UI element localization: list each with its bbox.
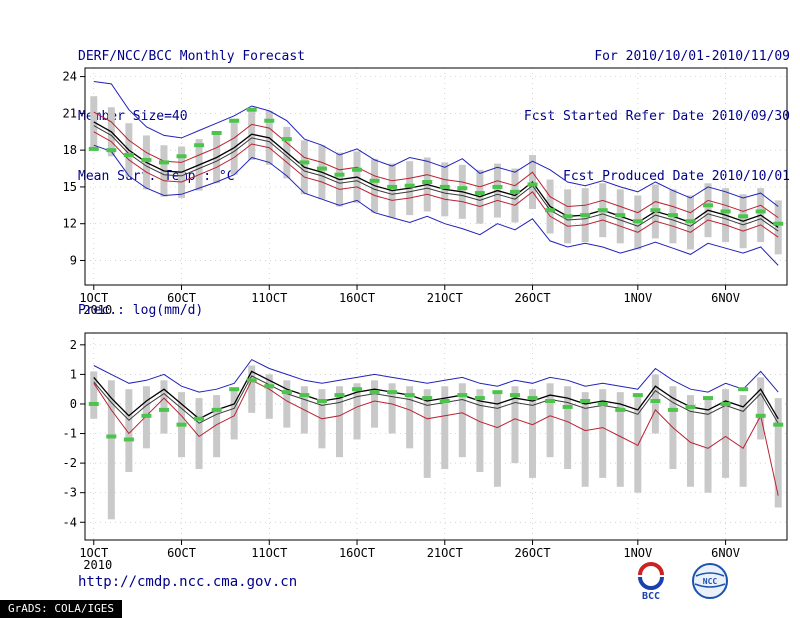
svg-text:2010: 2010: [83, 303, 112, 314]
svg-text:-4: -4: [63, 515, 77, 529]
svg-text:24: 24: [63, 70, 77, 84]
svg-text:18: 18: [63, 143, 77, 157]
svg-text:21OCT: 21OCT: [427, 291, 463, 305]
svg-text:26OCT: 26OCT: [514, 291, 550, 305]
svg-text:1NOV: 1NOV: [623, 291, 652, 305]
bcc-logo: BCC: [638, 562, 664, 602]
svg-text:2010: 2010: [83, 558, 112, 570]
svg-text:11OCT: 11OCT: [251, 291, 287, 305]
produced-date-label: Fcst Produced Date 2010/10/01: [563, 169, 790, 184]
svg-text:12: 12: [63, 217, 77, 231]
footer-logos: BCC NCC: [638, 562, 728, 602]
header-right: For 2010/10/01-2010/11/09 Fcst Started R…: [524, 7, 790, 227]
svg-text:21OCT: 21OCT: [427, 546, 463, 560]
ncc-logo-arc-bottom: [694, 583, 726, 588]
bcc-logo-label: BCC: [642, 591, 660, 602]
svg-text:21: 21: [63, 106, 77, 120]
svg-text:6OCT: 6OCT: [167, 546, 196, 560]
ncc-logo-label: NCC: [703, 577, 718, 586]
svg-text:26OCT: 26OCT: [514, 546, 550, 560]
grads-stamp: GrADS: COLA/IGES: [0, 600, 122, 618]
website-url: http://cmdp.ncc.cma.gov.cn: [78, 574, 298, 590]
svg-text:6OCT: 6OCT: [167, 291, 196, 305]
svg-text:6NOV: 6NOV: [711, 291, 740, 305]
svg-text:1NOV: 1NOV: [623, 546, 652, 560]
page-title: DERF/NCC/BCC Monthly Forecast: [78, 49, 305, 64]
svg-text:0: 0: [70, 397, 77, 411]
svg-text:15: 15: [63, 180, 77, 194]
svg-text:-1: -1: [63, 427, 77, 441]
svg-text:11OCT: 11OCT: [251, 546, 287, 560]
svg-text:-2: -2: [63, 456, 77, 470]
ncc-logo: NCC: [692, 563, 728, 599]
ncc-logo-arc-top: [695, 572, 725, 577]
svg-text:1OCT: 1OCT: [79, 291, 108, 305]
svg-text:16OCT: 16OCT: [339, 291, 375, 305]
forecast-range-label: For 2010/10/01-2010/11/09: [594, 49, 790, 64]
svg-text:1: 1: [70, 367, 77, 381]
svg-text:6NOV: 6NOV: [711, 546, 740, 560]
bcc-logo-red-arc: [638, 562, 664, 576]
svg-text:16OCT: 16OCT: [339, 546, 375, 560]
precip-chart-title: Prec.: log(mm/d): [78, 303, 204, 318]
ncc-logo-circle: [692, 563, 728, 599]
svg-text:-3: -3: [63, 486, 77, 500]
svg-text:1OCT: 1OCT: [79, 546, 108, 560]
bcc-logo-blue-arc: [638, 576, 664, 590]
refer-date-label: Fcst Started Refer Date 2010/09/30: [523, 109, 790, 124]
svg-text:9: 9: [70, 253, 77, 267]
svg-text:2: 2: [70, 338, 77, 352]
